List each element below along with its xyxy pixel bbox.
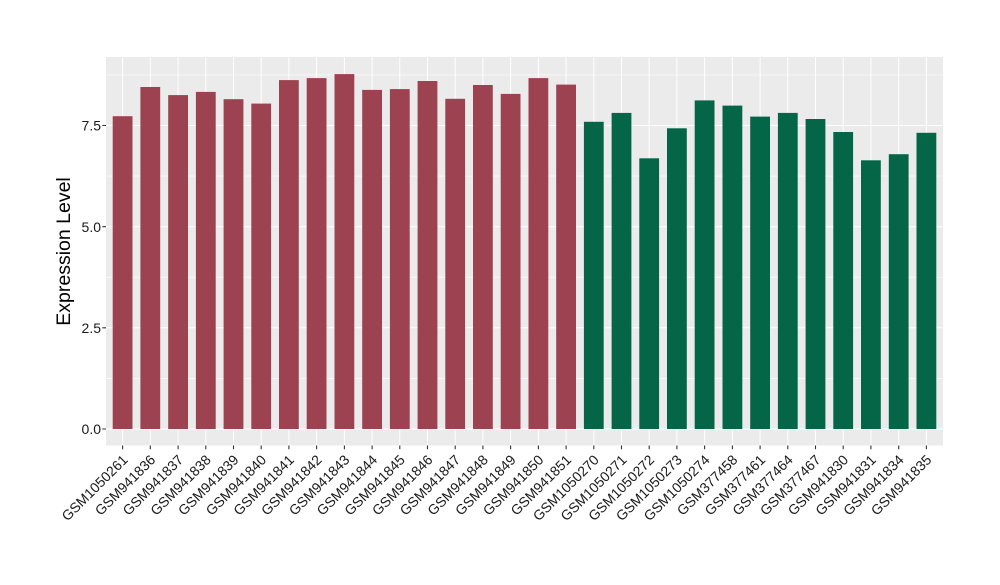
svg-text:7.5: 7.5 [82, 118, 102, 134]
svg-text:0.0: 0.0 [82, 421, 102, 437]
svg-text:Expression Level: Expression Level [53, 177, 75, 326]
svg-text:2.5: 2.5 [82, 320, 102, 336]
svg-text:5.0: 5.0 [82, 219, 102, 235]
